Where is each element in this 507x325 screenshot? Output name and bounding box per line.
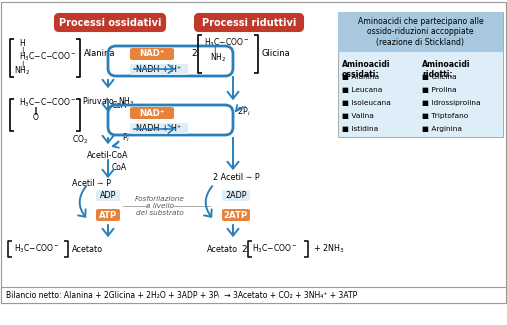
Text: CoA: CoA — [112, 100, 127, 110]
FancyBboxPatch shape — [222, 209, 250, 221]
Text: ■ Isoleucana: ■ Isoleucana — [342, 100, 391, 106]
Text: CoA: CoA — [112, 162, 127, 172]
Text: ■ Leucana: ■ Leucana — [342, 87, 382, 93]
Text: ADP: ADP — [100, 191, 116, 200]
Text: H$_3$C$-$C$-$COO$^-$: H$_3$C$-$C$-$COO$^-$ — [19, 97, 77, 109]
FancyBboxPatch shape — [195, 14, 303, 31]
Text: P$_i$: P$_i$ — [122, 132, 130, 144]
Text: Aminoacidi che partecipano alle
ossido-riduzioni accoppiate
(reazione di Stickla: Aminoacidi che partecipano alle ossido-r… — [357, 17, 483, 47]
Text: ■ Valina: ■ Valina — [342, 113, 374, 119]
Text: ■ Glicina: ■ Glicina — [422, 74, 457, 80]
Bar — [338, 12, 503, 137]
Text: ATP: ATP — [99, 211, 117, 219]
Text: Alanina: Alanina — [84, 49, 116, 58]
FancyBboxPatch shape — [130, 64, 188, 75]
Text: NADH + H⁺: NADH + H⁺ — [136, 124, 182, 133]
Text: CO$_2$: CO$_2$ — [72, 134, 88, 146]
Text: ■ Istidina: ■ Istidina — [342, 126, 378, 132]
Text: NH$_2$: NH$_2$ — [14, 65, 30, 77]
FancyBboxPatch shape — [96, 190, 120, 201]
FancyBboxPatch shape — [130, 123, 188, 134]
Text: ∥: ∥ — [34, 106, 38, 114]
Text: Fosforilazione
a livello
del substrato: Fosforilazione a livello del substrato — [135, 196, 185, 216]
Text: ■ Prolina: ■ Prolina — [422, 87, 457, 93]
Text: 2ADP: 2ADP — [225, 191, 247, 200]
Text: H$_3$C$-$COO$^-$: H$_3$C$-$COO$^-$ — [14, 243, 60, 255]
Text: Glicina: Glicina — [262, 49, 291, 58]
Text: H$_3$C$-$COO$^-$: H$_3$C$-$COO$^-$ — [204, 37, 249, 49]
Text: Aminoacidi
ossidati:: Aminoacidi ossidati: — [342, 60, 390, 79]
Text: ■ Arginina: ■ Arginina — [422, 126, 462, 132]
Text: NADH + H⁺: NADH + H⁺ — [136, 65, 182, 74]
Text: Bilancio netto: Alanina + 2Glicina + 2H₂O + 3ADP + 3Pᵢ  → 3Acetato + CO₂ + 3NH₄⁺: Bilancio netto: Alanina + 2Glicina + 2H₂… — [6, 291, 357, 300]
Bar — [1, 287, 506, 303]
Text: 2ATP: 2ATP — [224, 211, 248, 219]
Text: O: O — [33, 112, 39, 122]
FancyBboxPatch shape — [55, 14, 165, 31]
Text: 2: 2 — [241, 244, 247, 254]
Text: H: H — [19, 40, 25, 48]
Text: |: | — [21, 61, 23, 69]
Text: Piruvato, NH$_3$: Piruvato, NH$_3$ — [82, 95, 134, 108]
Text: 2: 2 — [191, 49, 197, 58]
Text: + 2NH$_3$: + 2NH$_3$ — [313, 243, 344, 255]
FancyBboxPatch shape — [130, 107, 174, 119]
Text: ■ Idrossiprolina: ■ Idrossiprolina — [422, 100, 481, 106]
Text: |: | — [21, 46, 23, 54]
Text: Aminoacidi
ridotti:: Aminoacidi ridotti: — [422, 60, 470, 79]
Text: Acetil ∼ P: Acetil ∼ P — [72, 178, 111, 188]
Bar — [338, 12, 503, 52]
Text: 2P$_i$: 2P$_i$ — [237, 106, 250, 118]
Text: Acetato: Acetato — [207, 244, 238, 254]
Text: Acetato: Acetato — [72, 244, 103, 254]
Text: Acetil-CoA: Acetil-CoA — [87, 151, 129, 160]
Text: NH$_2$: NH$_2$ — [210, 52, 226, 64]
Text: H$_3$C$-$C$-$COO$^-$: H$_3$C$-$C$-$COO$^-$ — [19, 51, 77, 63]
FancyBboxPatch shape — [96, 209, 120, 221]
Text: ■ Triptofano: ■ Triptofano — [422, 113, 468, 119]
Text: Processi riduttivi: Processi riduttivi — [202, 18, 296, 28]
Text: Processi ossidativi: Processi ossidativi — [59, 18, 161, 28]
Text: ■ Alanina: ■ Alanina — [342, 74, 379, 80]
Text: H$_3$C$-$COO$^-$: H$_3$C$-$COO$^-$ — [252, 243, 298, 255]
Text: NAD⁺: NAD⁺ — [139, 49, 165, 58]
FancyBboxPatch shape — [222, 190, 250, 201]
FancyBboxPatch shape — [130, 48, 174, 60]
Text: NAD⁺: NAD⁺ — [139, 109, 165, 118]
Text: |: | — [213, 47, 215, 55]
Text: 2 Acetil ∼ P: 2 Acetil ∼ P — [213, 173, 260, 181]
